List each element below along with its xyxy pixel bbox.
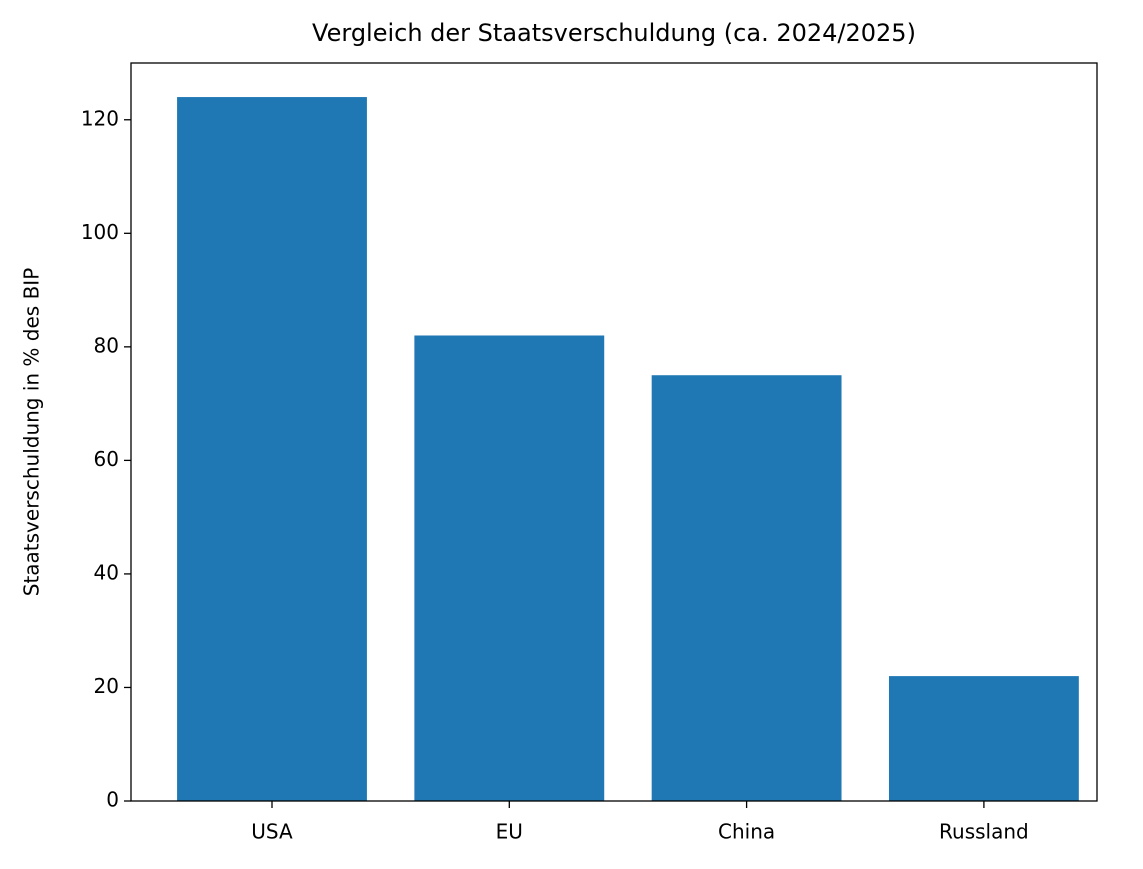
x-tick-label: EU <box>496 820 523 844</box>
y-tick-label: 60 <box>94 447 119 471</box>
x-tick-label: China <box>718 820 775 844</box>
y-tick-label: 100 <box>81 220 119 244</box>
y-tick-label: 120 <box>81 106 119 130</box>
bar <box>414 335 605 801</box>
y-tick-label: 0 <box>106 788 119 812</box>
y-tick-label: 40 <box>94 560 119 584</box>
x-tick-label: USA <box>251 820 293 844</box>
bar <box>651 375 842 801</box>
x-tick-label: Russland <box>939 820 1029 844</box>
bar <box>888 676 1079 801</box>
y-axis-label: Staatsverschuldung in % des BIP <box>20 268 44 597</box>
bar <box>177 97 367 802</box>
y-tick-label: 80 <box>94 333 119 357</box>
y-tick-label: 20 <box>94 674 119 698</box>
plot-frame <box>130 62 1098 802</box>
chart-title: Vergleich der Staatsverschuldung (ca. 20… <box>312 19 916 47</box>
